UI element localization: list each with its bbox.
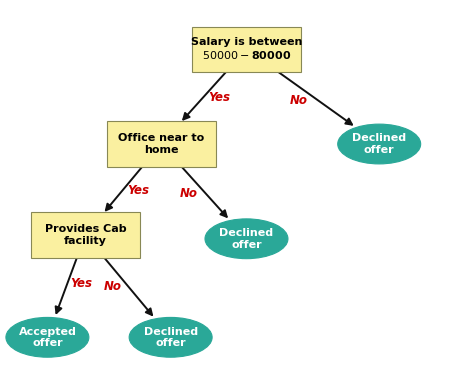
Text: Yes: Yes [128, 184, 149, 197]
Text: Office near to
home: Office near to home [118, 133, 204, 155]
Text: No: No [290, 94, 308, 108]
Ellipse shape [129, 318, 212, 357]
Text: Accepted
offer: Accepted offer [18, 327, 76, 348]
FancyBboxPatch shape [31, 212, 140, 258]
Text: Yes: Yes [209, 91, 230, 104]
Text: Declined
offer: Declined offer [352, 133, 406, 155]
Ellipse shape [6, 318, 89, 357]
Ellipse shape [337, 124, 421, 164]
Text: No: No [180, 187, 198, 200]
Text: Yes: Yes [70, 277, 92, 290]
FancyBboxPatch shape [192, 27, 301, 72]
Text: Declined
offer: Declined offer [219, 228, 273, 249]
Text: Declined
offer: Declined offer [144, 327, 198, 348]
Text: Provides Cab
facility: Provides Cab facility [45, 224, 126, 246]
Text: No: No [104, 280, 122, 293]
Text: Salary is between
$50000-$80000: Salary is between $50000-$80000 [191, 37, 302, 61]
Ellipse shape [205, 219, 288, 259]
FancyBboxPatch shape [107, 121, 216, 167]
